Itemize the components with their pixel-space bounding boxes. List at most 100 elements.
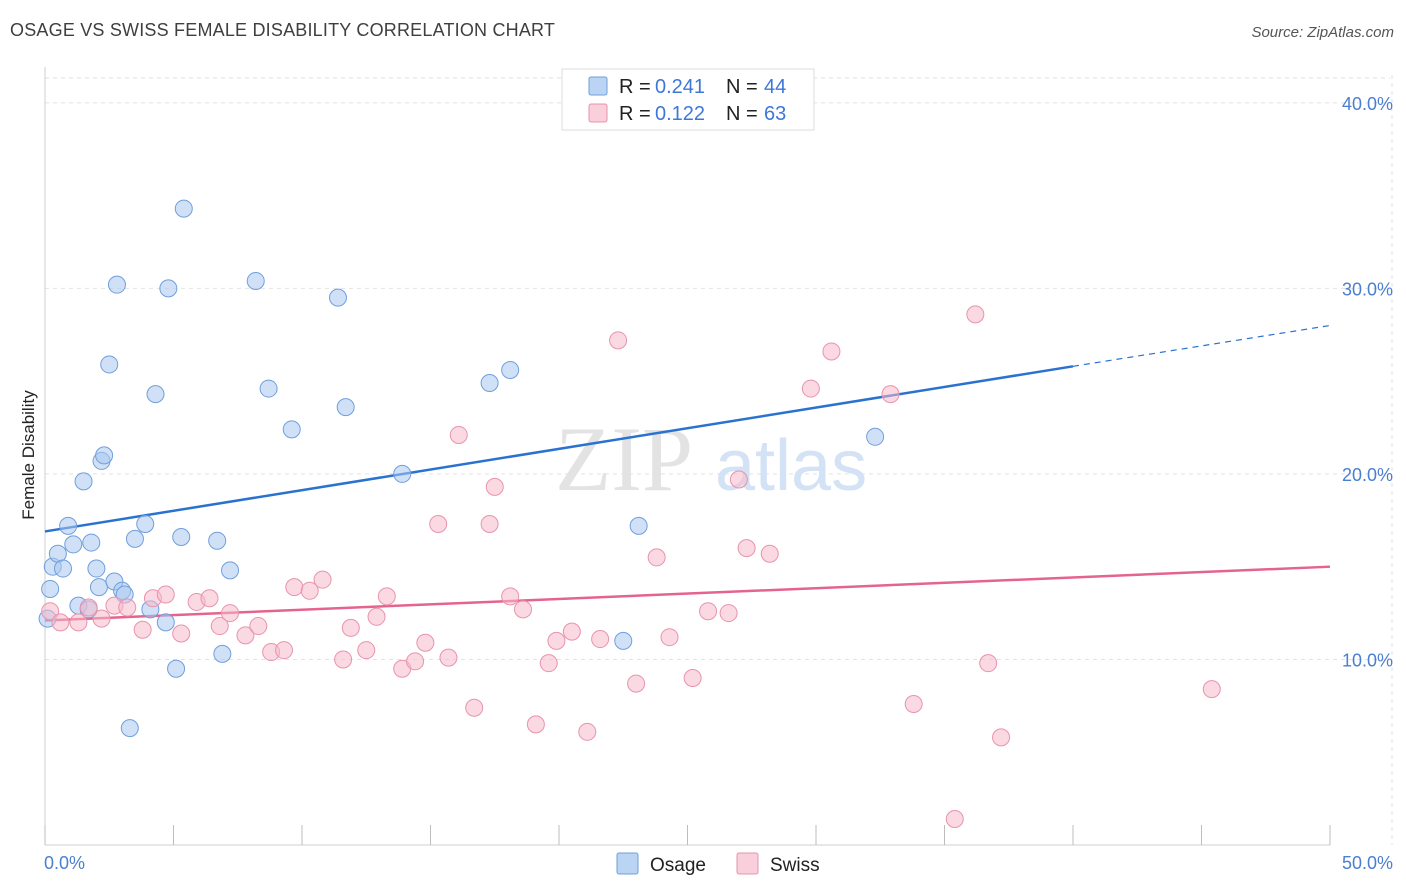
data-point-swiss bbox=[439, 648, 458, 667]
data-point-swiss bbox=[719, 604, 738, 623]
data-point-swiss bbox=[118, 598, 137, 617]
data-point-swiss bbox=[881, 385, 900, 404]
data-point-swiss bbox=[200, 589, 219, 608]
data-point-swiss bbox=[334, 650, 353, 669]
y-tick-label: 10.0% bbox=[1342, 650, 1393, 670]
data-point-swiss bbox=[377, 587, 396, 606]
data-point-swiss bbox=[683, 669, 702, 688]
data-point-swiss bbox=[133, 620, 152, 639]
bottom-legend-label-osage: Osage bbox=[650, 855, 706, 876]
legend-swatch-osage bbox=[588, 76, 608, 96]
data-point-osage bbox=[120, 719, 139, 738]
watermark-atlas: atlas bbox=[715, 426, 867, 506]
data-point-osage bbox=[282, 420, 301, 439]
data-point-swiss bbox=[627, 674, 646, 693]
y-tick-label: 30.0% bbox=[1342, 279, 1393, 299]
data-point-osage bbox=[328, 288, 347, 307]
data-point-swiss bbox=[285, 578, 304, 597]
x-tick-label: 50.0% bbox=[1342, 853, 1393, 873]
data-point-swiss bbox=[156, 585, 175, 604]
data-point-swiss bbox=[760, 544, 779, 563]
legend-r-label: R = bbox=[619, 103, 651, 125]
data-point-swiss bbox=[647, 548, 666, 567]
data-point-swiss bbox=[660, 628, 679, 647]
trend-extension-osage bbox=[1072, 324, 1331, 367]
bottom-legend-swatch-osage bbox=[616, 852, 639, 875]
data-point-swiss bbox=[729, 470, 748, 489]
data-point-osage bbox=[393, 464, 412, 483]
data-point-swiss bbox=[79, 598, 98, 617]
data-point-swiss bbox=[609, 331, 628, 350]
data-point-swiss bbox=[539, 654, 558, 673]
data-point-swiss bbox=[945, 810, 964, 829]
data-point-osage bbox=[174, 199, 193, 218]
data-point-swiss bbox=[801, 379, 820, 398]
data-point-swiss bbox=[406, 652, 425, 671]
data-point-swiss bbox=[562, 622, 581, 641]
data-point-swiss bbox=[300, 581, 319, 600]
data-point-swiss bbox=[737, 539, 756, 558]
data-point-swiss bbox=[465, 698, 484, 717]
y-tick-label: 40.0% bbox=[1342, 94, 1393, 114]
data-point-osage bbox=[125, 529, 144, 548]
legend-box: R = 0.241 N = 44 R = 0.122 N = 63 bbox=[561, 68, 815, 131]
data-point-osage bbox=[74, 472, 93, 491]
trend-line-swiss bbox=[44, 565, 1331, 622]
data-point-swiss bbox=[591, 630, 610, 649]
data-point-swiss bbox=[429, 515, 448, 534]
data-point-swiss bbox=[51, 613, 70, 632]
data-point-osage bbox=[221, 561, 240, 580]
data-point-swiss bbox=[992, 728, 1011, 747]
legend-r-value: 0.241 bbox=[655, 76, 705, 98]
data-point-swiss bbox=[1202, 680, 1221, 699]
bottom-legend-swatch-swiss bbox=[736, 852, 759, 875]
data-point-osage bbox=[95, 446, 114, 465]
data-point-osage bbox=[59, 516, 78, 535]
data-point-swiss bbox=[514, 600, 533, 619]
watermark: ZIP atlas bbox=[555, 408, 867, 510]
legend-n-label: N = bbox=[726, 76, 758, 98]
data-point-swiss bbox=[699, 602, 718, 621]
data-point-swiss bbox=[92, 609, 111, 628]
data-point-osage bbox=[159, 279, 178, 298]
data-point-osage bbox=[208, 531, 227, 550]
data-point-swiss bbox=[367, 607, 386, 626]
data-point-osage bbox=[172, 528, 191, 546]
data-point-swiss bbox=[416, 633, 435, 652]
bottom-legend: Osage Swiss bbox=[616, 852, 820, 876]
data-point-osage bbox=[501, 361, 520, 380]
data-point-osage bbox=[213, 644, 232, 663]
data-point-osage bbox=[64, 535, 83, 554]
data-point-swiss bbox=[501, 587, 520, 606]
data-point-swiss bbox=[221, 604, 240, 623]
data-point-osage bbox=[82, 533, 101, 552]
bottom-legend-label-swiss: Swiss bbox=[770, 855, 820, 876]
data-point-osage bbox=[480, 374, 499, 392]
data-point-swiss bbox=[578, 722, 597, 741]
legend-swatch-swiss bbox=[588, 103, 608, 123]
legend-r-value: 0.122 bbox=[655, 103, 705, 125]
data-point-swiss bbox=[275, 641, 294, 660]
data-point-swiss bbox=[979, 654, 998, 673]
legend-n-value: 44 bbox=[764, 76, 786, 98]
data-point-osage bbox=[629, 516, 648, 535]
trend-line-osage bbox=[44, 365, 1074, 533]
axes bbox=[44, 67, 1331, 846]
trend-lines bbox=[44, 324, 1331, 622]
source-credit: Source: ZipAtlas.com bbox=[1251, 24, 1394, 41]
legend-n-label: N = bbox=[726, 103, 758, 125]
data-point-osage bbox=[259, 379, 278, 398]
data-point-osage bbox=[136, 515, 155, 534]
data-point-osage bbox=[156, 613, 175, 632]
data-point-osage bbox=[41, 579, 60, 598]
data-point-osage bbox=[53, 559, 72, 578]
data-point-swiss bbox=[341, 618, 360, 637]
data-point-swiss bbox=[41, 602, 60, 621]
x-tick-label: 0.0% bbox=[44, 853, 85, 873]
data-point-swiss bbox=[547, 631, 566, 650]
data-point-swiss bbox=[172, 624, 191, 643]
data-point-osage bbox=[107, 275, 126, 294]
data-point-osage bbox=[246, 271, 265, 290]
tick-labels: 10.0% 20.0% 30.0% 40.0% 0.0% 50.0% bbox=[44, 94, 1393, 873]
